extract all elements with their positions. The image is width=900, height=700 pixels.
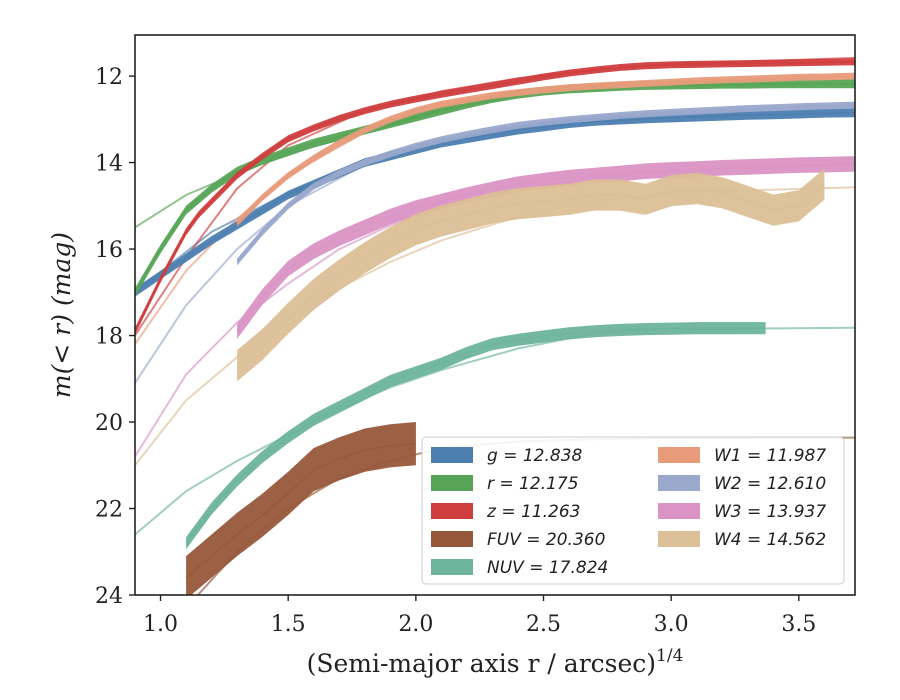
nuv-data-line — [185, 327, 766, 544]
legend-swatch-z — [431, 503, 473, 519]
legend-swatch-w4 — [658, 531, 700, 547]
y-tick-label: 16 — [95, 238, 123, 263]
x-axis-label: (Semi-major axis r / arcsec)1/4 — [307, 646, 684, 678]
legend-swatch-r — [431, 475, 473, 491]
g-data-band — [135, 108, 855, 297]
legend-frame — [421, 436, 845, 585]
z-data-line — [135, 61, 855, 332]
x-tick-label: 1.0 — [143, 612, 178, 637]
y-axis-label: m(< r) (mag) — [47, 232, 76, 398]
legend-swatch-fuv — [431, 531, 473, 547]
legend-label-w3: W3 = 13.937 — [714, 502, 826, 522]
legend-label-w2: W2 = 12.610 — [714, 474, 826, 494]
legend-swatch-w2 — [658, 475, 700, 491]
y-tick-label: 12 — [95, 65, 123, 90]
x-tick-label: 1.5 — [271, 612, 306, 637]
w2-data-line — [236, 104, 855, 263]
y-tick-label: 22 — [95, 498, 123, 523]
x-tick-label: 2.5 — [526, 612, 561, 637]
w4-data-line — [236, 183, 825, 367]
x-tick-label: 3.0 — [654, 612, 689, 637]
y-tick-label: 18 — [95, 325, 123, 350]
legend-label-w4: W4 = 14.562 — [714, 530, 826, 550]
x-tick-label: 2.0 — [398, 612, 433, 637]
fuv-data-line — [185, 442, 416, 579]
data-bands — [135, 58, 855, 595]
g-data-line — [135, 112, 855, 293]
legend-label-nuv: NUV = 17.824 — [487, 558, 608, 578]
y-tick-label: 20 — [95, 411, 123, 436]
legend-label-r: r = 12.175 — [487, 474, 579, 494]
legend-label-g: g = 12.838 — [487, 446, 583, 466]
y-axis-ticks: 12 14 16 18 20 22 24 — [95, 65, 135, 609]
x-axis-ticks: 1.0 1.5 2.0 2.5 3.0 3.5 — [143, 595, 816, 637]
x-axis-label-main: (Semi-major axis r / arcsec) — [307, 649, 656, 678]
legend-label-fuv: FUV = 20.360 — [487, 530, 605, 550]
legend-label-w1: W1 = 11.987 — [714, 446, 826, 466]
fuv-data-band — [186, 422, 416, 595]
y-tick-label: 14 — [95, 152, 123, 177]
x-axis-label-superscript: 1/4 — [656, 646, 683, 666]
legend-swatch-w1 — [658, 447, 700, 463]
w3-data-line — [236, 163, 855, 332]
legend-swatch-g — [431, 447, 473, 463]
w4-data-band — [237, 168, 825, 382]
legend-swatch-nuv — [431, 559, 473, 575]
w1-data-line — [236, 75, 855, 224]
legend-swatch-w3 — [658, 503, 700, 519]
x-tick-label: 3.5 — [781, 612, 816, 637]
legend-label-z: z = 11.263 — [486, 502, 580, 522]
plot-frame — [134, 34, 856, 596]
y-tick-label: 24 — [95, 584, 123, 609]
legend: g = 12.838 r = 12.175 z = 11.263 FUV = 20.3… — [421, 436, 845, 585]
